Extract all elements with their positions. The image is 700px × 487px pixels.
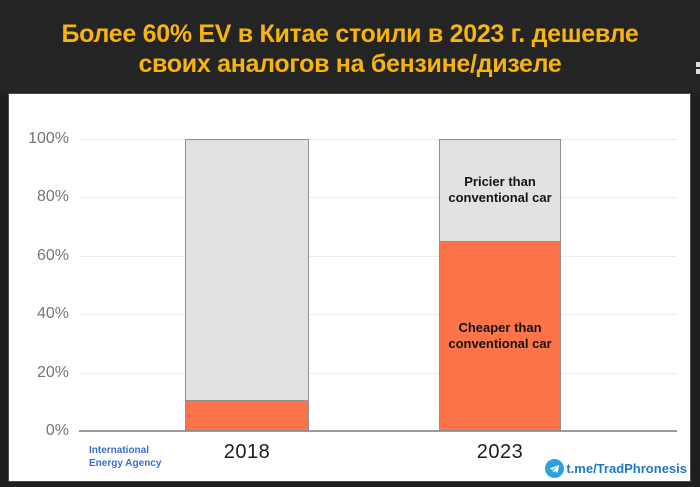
y-tick-80: 80% (36, 188, 69, 206)
bar-2023-pricier-segment: Pricier than conventional car (440, 140, 560, 242)
bar-2023: Pricier than conventional car Cheaper th… (439, 139, 561, 431)
source-line-2: Energy Agency (89, 457, 162, 469)
gridline-40 (79, 314, 677, 316)
source-line-1: International (89, 445, 150, 456)
x-tick-2023: 2023 (476, 441, 524, 463)
gridline-80 (79, 197, 677, 199)
bar-2018-pricier-segment (186, 140, 308, 401)
cheaper-segment-label: Cheaper than conventional car (448, 319, 552, 351)
title-line-2: своих аналогов на бензине/дизеле (138, 50, 562, 78)
y-tick-20: 20% (36, 363, 69, 381)
source-attribution: International Energy Agency (89, 445, 161, 470)
telegram-icon (545, 459, 565, 478)
x-tick-2018: 2018 (223, 441, 271, 463)
y-tick-100: 100% (28, 130, 69, 147)
gridline-20 (79, 372, 677, 374)
screen-edge-artifact (696, 62, 700, 67)
y-axis: 0% 20% 40% 60% 80% 100% (9, 130, 69, 439)
bar-2018-cheaper-segment (186, 401, 308, 430)
bar-2023-cheaper-segment: Cheaper than conventional car (440, 241, 560, 430)
pricier-segment-label: Pricier than conventional car (448, 174, 552, 206)
x-axis-line (79, 430, 677, 432)
plot-area: Pricier than conventional car Cheaper th… (79, 139, 677, 463)
chart-title-banner: Более 60% EV в Китае стоили в 2023 г. де… (0, 0, 700, 93)
y-tick-60: 60% (36, 246, 69, 264)
gridline-60 (79, 255, 677, 257)
title-line-1: Более 60% EV в Китае стоили в 2023 г. де… (61, 20, 639, 48)
y-tick-0: 0% (45, 422, 69, 439)
chart-panel: 0% 20% 40% 60% 80% 100% Pricier than con… (8, 93, 691, 482)
watermark-link[interactable]: t.me/TradPhronesis (566, 461, 687, 476)
gridline-100 (79, 139, 677, 140)
telegram-watermark[interactable]: t.me/TradPhronesis (545, 459, 687, 478)
bar-2018 (185, 139, 309, 431)
y-tick-40: 40% (36, 305, 69, 323)
